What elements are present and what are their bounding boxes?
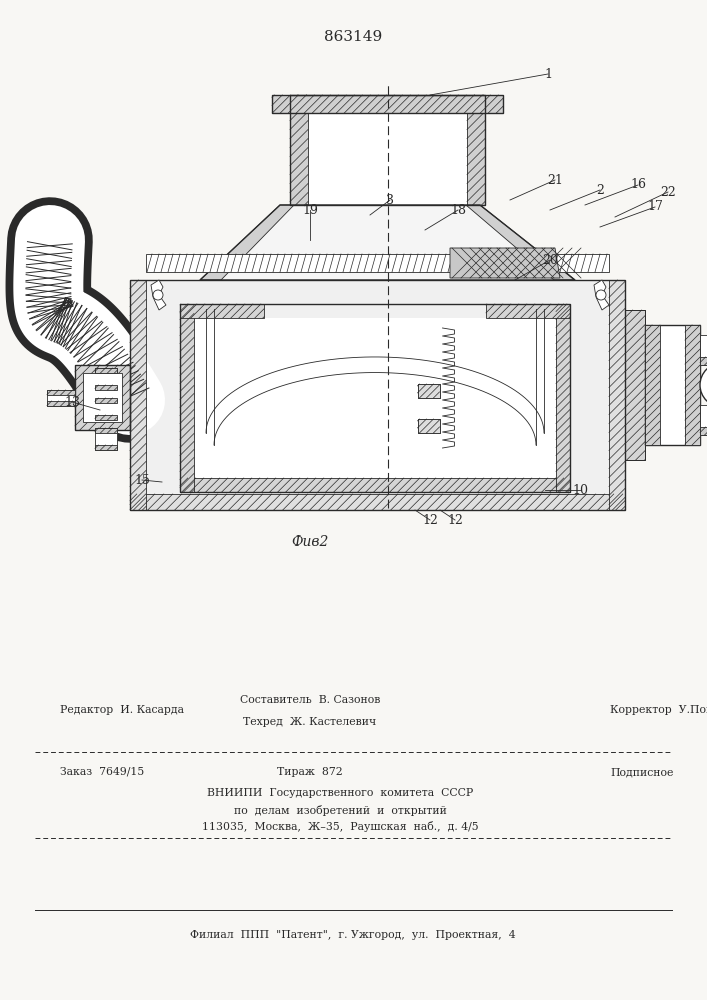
Text: 10: 10	[572, 484, 588, 496]
Bar	[700, 427, 707, 435]
Bar	[146, 280, 609, 494]
Bar	[290, 95, 485, 205]
Bar	[418, 419, 440, 433]
Bar	[95, 398, 117, 403]
Bar	[645, 325, 700, 445]
Text: Редактор  И. Касарда: Редактор И. Касарда	[60, 705, 184, 715]
Bar	[75, 365, 130, 430]
Bar	[700, 335, 707, 365]
Bar	[194, 318, 556, 478]
Bar	[685, 325, 700, 445]
Text: Техред  Ж. Кастелевич: Техред Ж. Кастелевич	[243, 717, 377, 727]
Text: 2: 2	[596, 184, 604, 196]
Text: 12: 12	[422, 514, 438, 526]
Bar	[700, 357, 707, 365]
Text: по  делам  изобретений  и  открытий: по делам изобретений и открытий	[233, 804, 446, 816]
Text: 863149: 863149	[324, 30, 382, 44]
Text: 13: 13	[64, 395, 80, 408]
Text: 19: 19	[302, 204, 318, 217]
Text: 12: 12	[447, 514, 463, 526]
Text: 16: 16	[630, 178, 646, 192]
Bar	[645, 325, 660, 445]
Bar	[95, 415, 117, 420]
Bar	[609, 280, 625, 510]
Text: 15: 15	[134, 474, 150, 487]
Bar	[272, 95, 503, 113]
Bar	[47, 390, 75, 395]
Polygon shape	[450, 248, 560, 278]
Bar	[418, 384, 440, 398]
Text: 113035,  Москва,  Ж–35,  Раушская  наб.,  д. 4/5: 113035, Москва, Ж–35, Раушская наб., д. …	[201, 822, 479, 832]
Bar	[95, 368, 117, 373]
Text: Филиал  ППП  "Патент",  г. Ужгород,  ул.  Проектная,  4: Филиал ППП "Патент", г. Ужгород, ул. Про…	[190, 930, 516, 940]
Circle shape	[153, 290, 163, 300]
Bar	[180, 304, 194, 492]
Bar	[418, 419, 440, 433]
Text: 17: 17	[647, 200, 663, 214]
Bar	[180, 304, 264, 318]
Bar	[180, 478, 570, 492]
Bar	[146, 254, 609, 272]
Text: ВНИИПИ  Государственного  комитета  СССР: ВНИИПИ Государственного комитета СССР	[207, 788, 473, 798]
Bar	[83, 373, 122, 422]
Bar	[95, 445, 117, 450]
Bar	[272, 95, 503, 113]
Bar	[95, 398, 117, 420]
Polygon shape	[221, 205, 554, 280]
Text: 3: 3	[386, 194, 394, 207]
Bar	[625, 310, 645, 460]
Text: 1: 1	[544, 68, 552, 81]
Polygon shape	[594, 280, 609, 310]
Bar	[290, 95, 308, 205]
Text: Заказ  7649/15: Заказ 7649/15	[60, 767, 144, 777]
Bar	[556, 304, 570, 492]
Text: Подписное: Подписное	[610, 767, 673, 777]
Text: Фив2: Фив2	[291, 535, 329, 549]
Bar	[418, 384, 440, 398]
Bar	[625, 310, 645, 460]
Bar	[47, 390, 75, 406]
Bar	[95, 428, 117, 433]
Text: 22: 22	[660, 186, 676, 198]
Bar	[130, 494, 625, 510]
Polygon shape	[466, 205, 575, 280]
Bar	[47, 401, 75, 406]
Circle shape	[596, 290, 606, 300]
Bar	[75, 365, 130, 430]
Polygon shape	[200, 205, 294, 280]
Text: 21: 21	[547, 174, 563, 186]
Bar	[95, 368, 117, 390]
Text: 18: 18	[450, 204, 466, 217]
Bar	[95, 428, 117, 450]
Bar	[130, 280, 146, 510]
Text: Составитель  В. Сазонов: Составитель В. Сазонов	[240, 695, 380, 705]
Bar	[95, 385, 117, 390]
Bar	[700, 405, 707, 435]
Polygon shape	[151, 280, 166, 310]
Text: Тираж  872: Тираж 872	[277, 767, 343, 777]
Bar	[180, 304, 570, 492]
Text: 20: 20	[542, 253, 558, 266]
Bar	[130, 280, 625, 510]
Bar	[467, 95, 485, 205]
Bar	[308, 113, 467, 205]
Circle shape	[700, 363, 707, 407]
Text: Корректор  У.Пономаренко: Корректор У.Пономаренко	[610, 705, 707, 715]
Bar	[486, 304, 570, 318]
